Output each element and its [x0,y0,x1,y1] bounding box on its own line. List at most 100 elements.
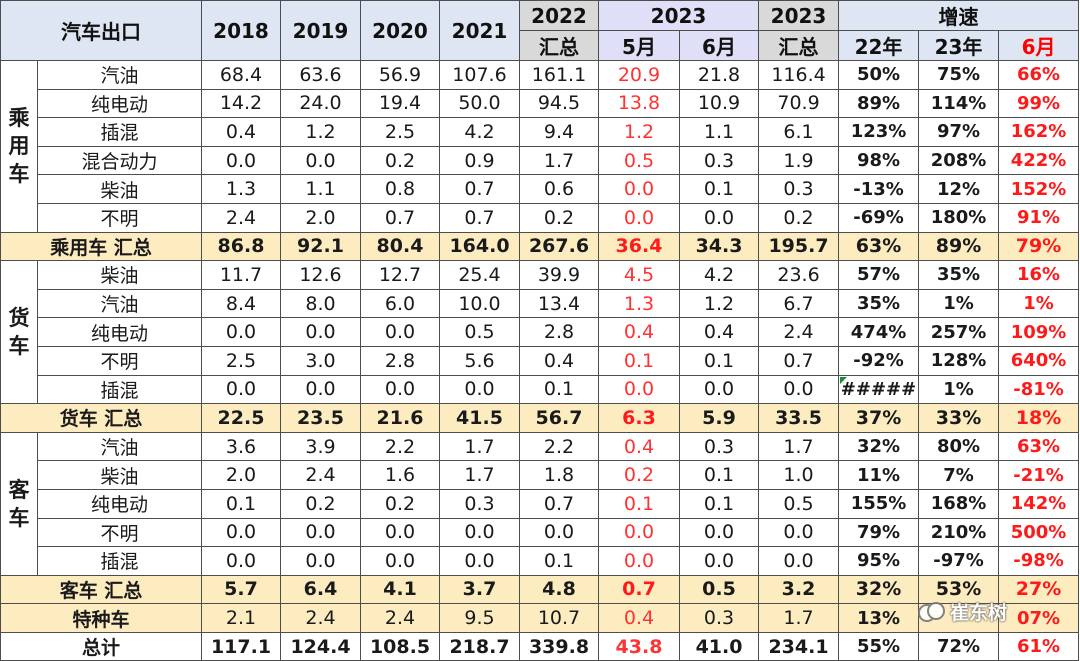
year-2021-header: 2021 [439,0,520,61]
table-row: 柴油 2.0 2.4 1.6 1.7 1.8 0.2 0.1 1.0 11% 7% -21% [1,460,1080,490]
value-cell: 1.7 [439,460,520,490]
value-cell: 0.2 [758,202,840,233]
value-cell: 0.0 [519,517,599,548]
value-cell: 2.8 [360,345,440,376]
row-label: 不明 [37,202,202,233]
row-label: 汽油 [37,431,202,462]
value-cell: 0.7 [360,202,440,233]
table-row: 汽油 8.4 8.0 6.0 10.0 13.4 1.3 1.2 6.7 35% 1% 1% [1,288,1080,319]
truck-category-cell: 货车 [0,260,38,405]
table-row: 纯电动 14.2 24.0 19.4 50.0 94.5 13.8 10.9 70.9 89% 11… [1,88,1080,119]
value-cell: 2.0 [280,202,361,233]
value-cell: 9.5 [439,603,520,633]
value-cell: 124.4 [280,631,361,661]
value-cell: 33.5 [758,403,840,433]
value-cell: 0.7 [519,488,599,519]
value-cell: 37% [838,403,920,433]
value-cell: 1.8 [519,460,599,490]
value-cell: 4.1 [360,574,440,605]
value-cell: 1.0 [758,460,840,490]
value-cell: 2.5 [201,345,281,376]
value-cell: 33% [918,403,1000,433]
value-cell: 89% [838,88,920,119]
value-cell: 0.7 [439,202,520,233]
value-cell: -69% [838,202,920,233]
value-cell: 123% [838,117,920,147]
value-cell: 79% [998,231,1080,262]
value-cell: 36.4 [598,231,680,262]
value-cell: 5.6 [439,345,520,376]
value-cell: 0.2 [360,145,440,176]
value-cell: 0.4 [598,603,680,633]
value-cell: 6.0 [360,288,440,319]
row-label: 不明 [37,517,202,548]
value-cell: 0.3 [758,174,840,204]
row-label: 混合动力 [37,145,202,176]
value-cell: 80% [918,431,1000,462]
value-cell: 0.7 [598,574,680,605]
value-cell: 4.2 [439,117,520,147]
value-cell: 72% [918,631,1000,661]
value-cell: 0.0 [678,202,760,233]
value-cell: 0.0 [280,374,361,405]
value-cell: 0.4 [678,317,760,347]
value-cell: 0.1 [598,345,680,376]
value-cell: 41.0 [678,631,760,661]
value-cell: 68.4 [201,60,281,90]
year-2020-header: 2020 [360,0,440,61]
table-row: 纯电动 0.0 0.0 0.0 0.5 2.8 0.4 0.4 2.4 474% 257% 109% [1,317,1080,347]
row-label: 柴油 [37,174,202,204]
value-cell: -21% [998,460,1080,490]
value-cell: 0.3 [678,603,760,633]
value-cell: 92.1 [280,231,361,262]
value-cell: -97% [918,546,1000,576]
value-cell: 1.2 [598,117,680,147]
value-cell: 13.4 [519,288,599,319]
table-row: 货车 柴油 11.7 12.6 12.7 25.4 39.9 4.5 4.2 23.6 57% 35%… [0,260,1080,405]
table-row: 柴油 1.3 1.1 0.8 0.7 0.6 0.0 0.1 0.3 -13% 12% 152% [1,174,1080,204]
table-row: 不明 2.5 3.0 2.8 5.6 0.4 0.1 0.1 0.7 -92% 128% 640% [1,345,1080,376]
value-cell: 95% [838,546,920,576]
value-cell: 474% [838,317,920,347]
value-cell: 21.8 [678,60,760,90]
value-cell: 1.6 [360,460,440,490]
value-cell: 6.3 [598,403,680,433]
value-cell: 8.0 [280,288,361,319]
growth-23-header: 23年 [918,30,1000,61]
value-cell: 2.4 [280,603,361,633]
value-cell: 500% [998,517,1080,548]
value-cell: 0.0 [598,546,680,576]
value-cell: 0.7 [439,174,520,204]
passenger-summary-row: 乘用车 汇总 86.8 92.1 80.4 164.0 267.6 36.4 34.3 195.… [0,231,1080,262]
value-cell: 0.9 [439,145,520,176]
value-cell: 0.0 [439,546,520,576]
value-cell: 0.2 [360,488,440,519]
value-cell: 162% [998,117,1080,147]
value-cell: 61% [998,631,1080,661]
table-row: 插混 0.0 0.0 0.0 0.0 0.1 0.0 0.0 0.0 95% -97% -98% [1,546,1080,576]
value-cell: 180% [918,202,1000,233]
value-cell: 0.0 [598,374,680,405]
value-cell: 0.0 [598,174,680,204]
value-cell: 13.8 [598,88,680,119]
value-cell: 24.0 [280,88,361,119]
value-cell: 22.5 [201,403,281,433]
row-label: 插混 [37,374,202,405]
special-vehicle-row: 特种车 2.1 2.4 2.4 9.5 10.7 0.4 0.3 1.7 13% 07% [0,603,1080,633]
table-row: 乘用车 汽油 68.4 63.6 56.9 107.6 161.1 20.9 21.8 116.4… [0,60,1080,233]
value-cell: 2.5 [360,117,440,147]
value-cell: 10.9 [678,88,760,119]
value-cell: 0.1 [201,488,281,519]
value-cell: 3.7 [439,574,520,605]
value-cell: 79% [838,517,920,548]
value-cell: 0.8 [360,174,440,204]
wechat-icon [918,601,945,622]
value-cell: 152% [998,174,1080,204]
value-cell: 2.2 [519,431,599,462]
value-cell: 0.0 [280,317,361,347]
value-cell: 57% [838,260,920,290]
value-cell: 0.3 [678,145,760,176]
value-cell: 23.5 [280,403,361,433]
value-cell: 0.0 [360,517,440,548]
value-cell: 5.7 [201,574,281,605]
